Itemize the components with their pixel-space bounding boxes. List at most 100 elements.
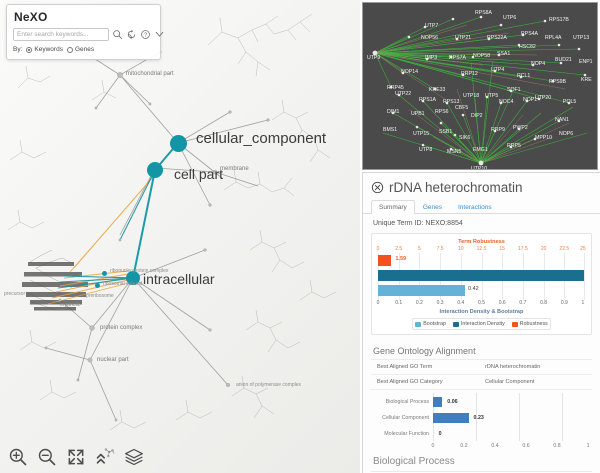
ontology-tree-canvas[interactable]: cellular_component cell part intracellul… [0,0,360,473]
tab-interactions[interactable]: Interactions [457,204,492,211]
go-bar-biological-process[interactable]: Biological Process 0.06 [371,395,592,409]
radio-genes[interactable]: Genes [66,46,95,53]
go-bar-value-bp: 0.06 [447,399,458,405]
legend-item-bootstrap[interactable]: Bootstrap [415,321,446,327]
radio-genes-label: Genes [74,46,95,53]
fit-screen-icon[interactable] [66,447,86,467]
close-circle-icon[interactable] [371,181,384,194]
top-tick: 7.5 [436,246,444,252]
svg-text:RPS6: RPS6 [435,109,449,115]
tree-node-cellular-component[interactable] [170,135,187,152]
svg-text:DIP2: DIP2 [471,113,483,119]
layers-icon[interactable] [124,447,144,467]
svg-text:UTP5: UTP5 [485,93,498,99]
radio-keywords-dot[interactable] [26,46,33,53]
biological-process-heading: Biological Process [373,456,455,467]
go-xtick: 0.2 [460,443,468,449]
canvas-toolbar [0,441,360,473]
svg-text:MPP10: MPP10 [535,135,552,141]
svg-text:UTP6: UTP6 [503,15,516,21]
svg-text:BMS1: BMS1 [383,127,397,133]
svg-text:DIM1: DIM1 [387,109,400,115]
svg-text:ENP1: ENP1 [579,59,593,65]
help-icon[interactable]: ? [140,29,151,40]
search-input[interactable] [13,28,109,41]
go-bar-value-mf: 0 [438,431,442,437]
legend-swatch-bootstrap [415,321,422,327]
tree-node-ribonucleoprotein-complex[interactable] [102,271,107,276]
chart-top-axis-title: Term Robustness [458,239,505,245]
svg-text:RPS4A: RPS4A [521,31,539,37]
legend-swatch-interaction-density [452,321,459,327]
svg-text:UTP8: UTP8 [419,147,432,153]
svg-text:CBF5: CBF5 [455,105,468,111]
bar-robustness[interactable] [378,255,392,266]
go-xtick: 0.8 [553,443,561,449]
svg-text:UTP10: UTP10 [471,166,487,170]
bottom-tick: 0.5 [478,300,485,306]
bottom-tick: 0.6 [498,300,506,306]
radio-keywords[interactable]: Keywords [26,46,63,53]
gene-interaction-network[interactable]: UTP9 UTP10 RPS8A UTP6 UTP7 RPS17B NOP56 RPS… [362,2,598,170]
tree-node-cell-part[interactable] [147,162,163,178]
tree-graph [7,13,337,431]
svg-text:NOP6: NOP6 [559,131,573,137]
bottom-tick: 0.9 [560,300,568,306]
top-tick: 22.5 [559,246,570,252]
go-bar-track-cc: 0.23 [433,411,592,425]
zoom-in-icon[interactable] [8,447,28,467]
tab-genes[interactable]: Genes [422,204,442,211]
bottom-tick: 0.8 [540,300,548,306]
top-tick: 17.5 [518,246,528,252]
svg-text:UTP22: UTP22 [395,91,411,97]
svg-text:RRP9: RRP9 [491,127,505,133]
svg-text:NOP58: NOP58 [473,53,490,59]
go-bar-cellular-component[interactable]: Cellular Component 0.23 [371,411,592,425]
search-by-label: By: [13,46,23,53]
svg-text:EMG1: EMG1 [473,147,488,153]
svg-text:RPS7A: RPS7A [449,55,467,61]
table-row: Best Aligned GO Term rDNA heterochromati… [371,360,592,375]
bottom-tick: 0.7 [519,300,527,306]
search-panel[interactable]: NeXO ? [6,4,164,60]
search-by-row: By: Keywords Genes [13,46,154,53]
zoom-out-icon[interactable] [37,447,57,467]
collapse-icon[interactable] [95,447,115,467]
chart-bottom-axis-title: Interaction Density & Bootstrap [439,309,524,315]
refresh-icon[interactable] [126,29,137,40]
top-tick: 20 [540,246,547,252]
top-tick: 15 [499,246,505,252]
chart-top-axis: 0 2.5 5 7.5 10 12.5 15 17.5 20 22.5 25 [377,246,586,253]
go-bar-molecular-function[interactable]: Molecular Function 0 [371,427,592,441]
tree-node-intracellular[interactable] [126,271,140,285]
svg-text:NOP14: NOP14 [401,69,418,75]
svg-text:UPB1: UPB1 [411,111,425,117]
svg-text:RRP12: RRP12 [461,71,478,77]
unique-term-id: Unique Term ID: NEXO:8854 [373,220,463,227]
bar-interaction-density[interactable] [378,270,585,281]
bottom-tick: 0 [376,300,380,306]
svg-text:UTP9: UTP9 [367,55,380,61]
detail-tabs: Summary Genes Interactions [363,199,600,214]
bottom-tick: 0.3 [436,300,444,306]
tree-node-ribosomal-subunit[interactable] [95,283,100,288]
bottom-tick: 0.2 [415,300,423,306]
legend-item-interaction-density[interactable]: Interaction Density [452,321,505,327]
radio-genes-dot[interactable] [66,46,73,53]
search-icon[interactable] [112,29,123,40]
chevron-down-icon[interactable] [154,29,165,40]
svg-text:UTP13: UTP13 [573,35,589,41]
go-category-value: Cellular Component [485,379,535,385]
go-bar-track-mf: 0 [433,427,592,441]
svg-text:MSN5: MSN5 [447,149,462,155]
legend-label-robustness: Robustness [519,321,548,327]
svg-text:NOP56: NOP56 [421,35,438,41]
svg-text:SIK6: SIK6 [459,135,470,141]
svg-text:KRE: KRE [581,77,592,83]
bar-bootstrap[interactable] [378,285,465,296]
svg-text:UTP15: UTP15 [413,131,429,137]
svg-text:RPS13: RPS13 [443,99,460,105]
tab-summary[interactable]: Summary [371,200,415,214]
legend-item-robustness[interactable]: Robustness [511,321,548,327]
